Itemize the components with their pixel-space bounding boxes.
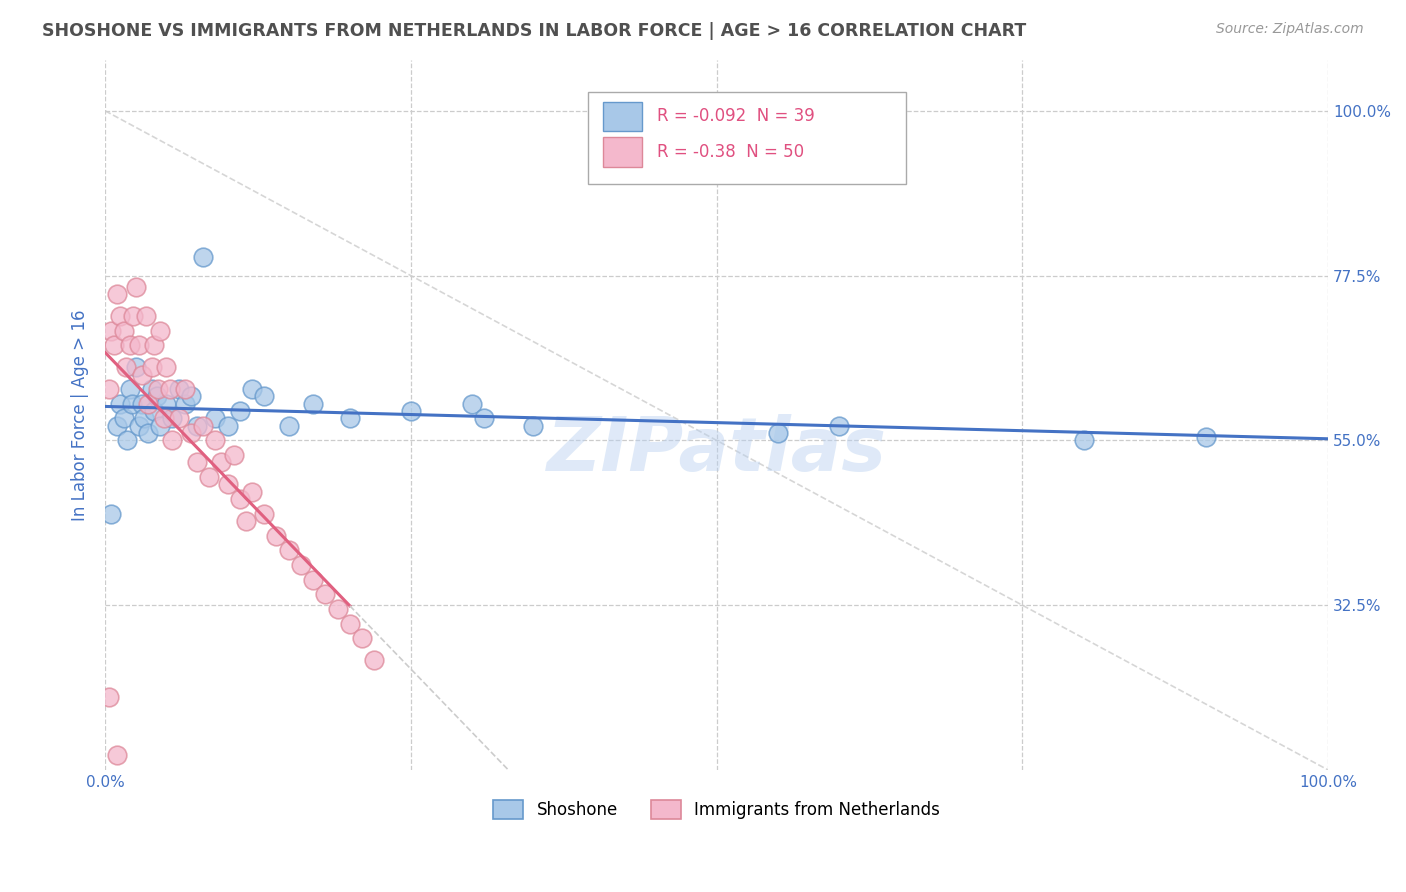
Point bbox=[277, 543, 299, 558]
Point bbox=[191, 250, 214, 264]
Point bbox=[314, 587, 336, 601]
Point bbox=[302, 397, 325, 411]
Point bbox=[1195, 430, 1218, 444]
Point bbox=[155, 360, 177, 375]
Point bbox=[128, 338, 150, 352]
Point bbox=[766, 426, 789, 441]
Point bbox=[277, 418, 299, 433]
Point bbox=[145, 389, 167, 403]
Point bbox=[131, 368, 153, 382]
Point bbox=[326, 602, 349, 616]
Bar bbox=[603, 102, 643, 131]
FancyBboxPatch shape bbox=[588, 92, 907, 184]
Point bbox=[217, 418, 239, 433]
Point bbox=[167, 382, 190, 396]
Point bbox=[121, 397, 143, 411]
Point bbox=[155, 397, 177, 411]
Point bbox=[97, 382, 120, 396]
Point bbox=[159, 382, 181, 396]
Point bbox=[135, 309, 157, 323]
Text: ZIPatlas: ZIPatlas bbox=[547, 414, 887, 487]
Point bbox=[350, 631, 373, 645]
Point bbox=[108, 309, 131, 323]
Point bbox=[186, 418, 208, 433]
Point bbox=[522, 418, 544, 433]
Point bbox=[302, 573, 325, 587]
Point bbox=[240, 484, 263, 499]
Text: SHOSHONE VS IMMIGRANTS FROM NETHERLANDS IN LABOR FORCE | AGE > 16 CORRELATION CH: SHOSHONE VS IMMIGRANTS FROM NETHERLANDS … bbox=[42, 22, 1026, 40]
Point bbox=[97, 690, 120, 704]
Legend: Shoshone, Immigrants from Netherlands: Shoshone, Immigrants from Netherlands bbox=[486, 793, 946, 826]
Point bbox=[100, 324, 122, 338]
Point bbox=[136, 426, 159, 441]
Point bbox=[103, 338, 125, 352]
Point bbox=[290, 558, 312, 572]
Point bbox=[125, 360, 148, 375]
Point bbox=[198, 470, 221, 484]
Point bbox=[131, 397, 153, 411]
Point bbox=[204, 434, 226, 448]
Point bbox=[204, 411, 226, 425]
Point bbox=[146, 382, 169, 396]
Bar bbox=[603, 137, 643, 167]
Point bbox=[253, 389, 276, 403]
Y-axis label: In Labor Force | Age > 16: In Labor Force | Age > 16 bbox=[72, 309, 89, 521]
Text: Source: ZipAtlas.com: Source: ZipAtlas.com bbox=[1216, 22, 1364, 37]
Point bbox=[828, 418, 851, 433]
Point bbox=[180, 389, 202, 403]
Point bbox=[134, 411, 156, 425]
Point bbox=[108, 397, 131, 411]
Text: R = -0.38  N = 50: R = -0.38 N = 50 bbox=[657, 143, 804, 161]
Point bbox=[162, 411, 184, 425]
Point bbox=[115, 360, 138, 375]
Point bbox=[112, 411, 135, 425]
Point bbox=[115, 434, 138, 448]
Point bbox=[143, 338, 166, 352]
Point bbox=[472, 411, 495, 425]
Point bbox=[128, 418, 150, 433]
Point bbox=[107, 418, 129, 433]
Point bbox=[107, 748, 129, 763]
Point bbox=[461, 397, 484, 411]
Point bbox=[149, 324, 172, 338]
Point bbox=[107, 287, 129, 301]
Point bbox=[125, 279, 148, 293]
Point bbox=[162, 434, 184, 448]
Point bbox=[339, 616, 361, 631]
Point bbox=[229, 404, 252, 418]
Point bbox=[399, 404, 422, 418]
Point bbox=[173, 382, 195, 396]
Point bbox=[1073, 434, 1095, 448]
Point bbox=[191, 418, 214, 433]
Point bbox=[153, 411, 176, 425]
Point bbox=[339, 411, 361, 425]
Point bbox=[235, 514, 257, 528]
Point bbox=[240, 382, 263, 396]
Text: R = -0.092  N = 39: R = -0.092 N = 39 bbox=[657, 107, 814, 126]
Point bbox=[209, 455, 232, 469]
Point bbox=[180, 426, 202, 441]
Point bbox=[100, 507, 122, 521]
Point bbox=[266, 528, 288, 542]
Point bbox=[141, 382, 163, 396]
Point bbox=[217, 477, 239, 491]
Point bbox=[141, 360, 163, 375]
Point bbox=[143, 404, 166, 418]
Point bbox=[186, 455, 208, 469]
Point bbox=[363, 653, 385, 667]
Point bbox=[118, 338, 141, 352]
Point bbox=[229, 491, 252, 506]
Point bbox=[253, 507, 276, 521]
Point bbox=[149, 418, 172, 433]
Point bbox=[122, 309, 145, 323]
Point bbox=[173, 397, 195, 411]
Point bbox=[222, 448, 245, 462]
Point bbox=[118, 382, 141, 396]
Point bbox=[136, 397, 159, 411]
Point bbox=[167, 411, 190, 425]
Point bbox=[112, 324, 135, 338]
